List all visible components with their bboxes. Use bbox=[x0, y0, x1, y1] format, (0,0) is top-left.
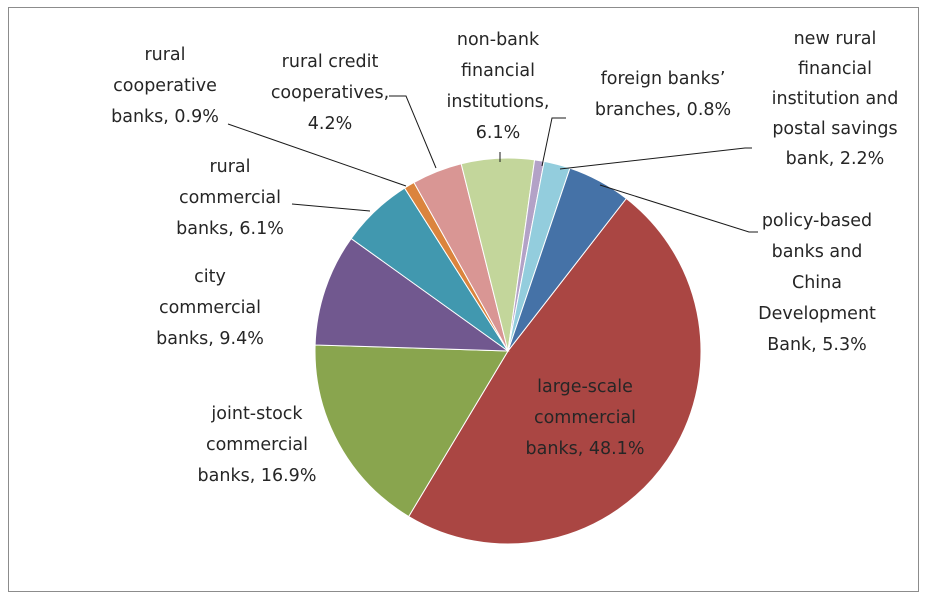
data-label-line: non-bank bbox=[457, 30, 540, 50]
data-label-6: rural credit cooperatives, 4.2% bbox=[271, 52, 389, 134]
data-label-line: institutions, bbox=[447, 92, 550, 112]
data-label-line: rural bbox=[144, 45, 185, 65]
leader-line-6 bbox=[389, 95, 437, 169]
data-label-5: rural cooperative banks, 0.9% bbox=[111, 45, 219, 127]
data-label-line: 4.2% bbox=[308, 114, 352, 134]
data-label-4: rural commercial banks, 6.1% bbox=[176, 157, 284, 239]
data-label-line: city bbox=[194, 267, 226, 287]
leader-line-4 bbox=[291, 203, 371, 212]
data-label-8: foreign banks’ branches, 0.8% bbox=[595, 69, 731, 120]
data-label-line: joint-stock bbox=[210, 404, 303, 424]
pie-slice-2 bbox=[314, 344, 509, 518]
data-label-line: branches, 0.8% bbox=[595, 100, 731, 120]
leader-line-5 bbox=[227, 123, 407, 187]
data-label-line: financial bbox=[461, 61, 535, 81]
data-label-line: commercial bbox=[534, 408, 636, 428]
data-label-line: policy-based bbox=[762, 211, 872, 231]
data-label-line: bank, 2.2% bbox=[786, 149, 885, 169]
data-label-line: foreign banks’ bbox=[601, 69, 726, 89]
data-label-1: large-scale commercial banks, 48.1% bbox=[526, 377, 645, 459]
data-label-line: banks, 16.9% bbox=[198, 466, 317, 486]
leader-line-8 bbox=[541, 117, 566, 167]
data-label-line: banks and bbox=[772, 242, 863, 262]
data-label-line: commercial bbox=[206, 435, 308, 455]
data-label-7: non-bank financial institutions, 6.1% bbox=[447, 30, 550, 143]
data-label-line: China bbox=[792, 273, 842, 293]
pie-slices bbox=[314, 157, 702, 545]
data-label-line: banks, 6.1% bbox=[176, 219, 284, 239]
data-label-line: Development bbox=[758, 304, 876, 324]
data-label-line: banks, 0.9% bbox=[111, 107, 219, 127]
data-label-line: banks, 9.4% bbox=[156, 329, 264, 349]
data-label-line: rural bbox=[209, 157, 250, 177]
data-label-2: joint-stock commercial banks, 16.9% bbox=[198, 404, 317, 486]
data-label-line: new rural bbox=[794, 29, 877, 49]
data-label-line: institution and bbox=[772, 89, 899, 109]
data-label-line: large-scale bbox=[537, 377, 633, 397]
data-label-9: new rural financial institution and postal … bbox=[772, 29, 899, 169]
data-label-line: 6.1% bbox=[476, 123, 520, 143]
slice-labels: large-scale commercial banks, 48.1% joint-s… bbox=[111, 29, 898, 486]
data-label-line: Bank, 5.3% bbox=[767, 335, 867, 355]
data-label-line: financial bbox=[798, 59, 872, 79]
pie-slice-3 bbox=[314, 237, 510, 352]
data-label-line: cooperative bbox=[113, 76, 217, 96]
data-label-line: commercial bbox=[159, 298, 261, 318]
data-label-line: rural credit bbox=[282, 52, 379, 72]
leader-line-9 bbox=[559, 147, 752, 170]
leader-line-10 bbox=[599, 184, 758, 233]
data-label-line: commercial bbox=[179, 188, 281, 208]
data-label-3: city commercial banks, 9.4% bbox=[156, 267, 264, 349]
data-label-line: cooperatives, bbox=[271, 83, 389, 103]
data-label-line: banks, 48.1% bbox=[526, 439, 645, 459]
data-label-line: postal savings bbox=[772, 119, 897, 139]
pie-slice-1 bbox=[408, 197, 702, 545]
leader-lines bbox=[227, 95, 758, 233]
data-label-10: policy-based banks and China Development Ban… bbox=[758, 211, 876, 355]
